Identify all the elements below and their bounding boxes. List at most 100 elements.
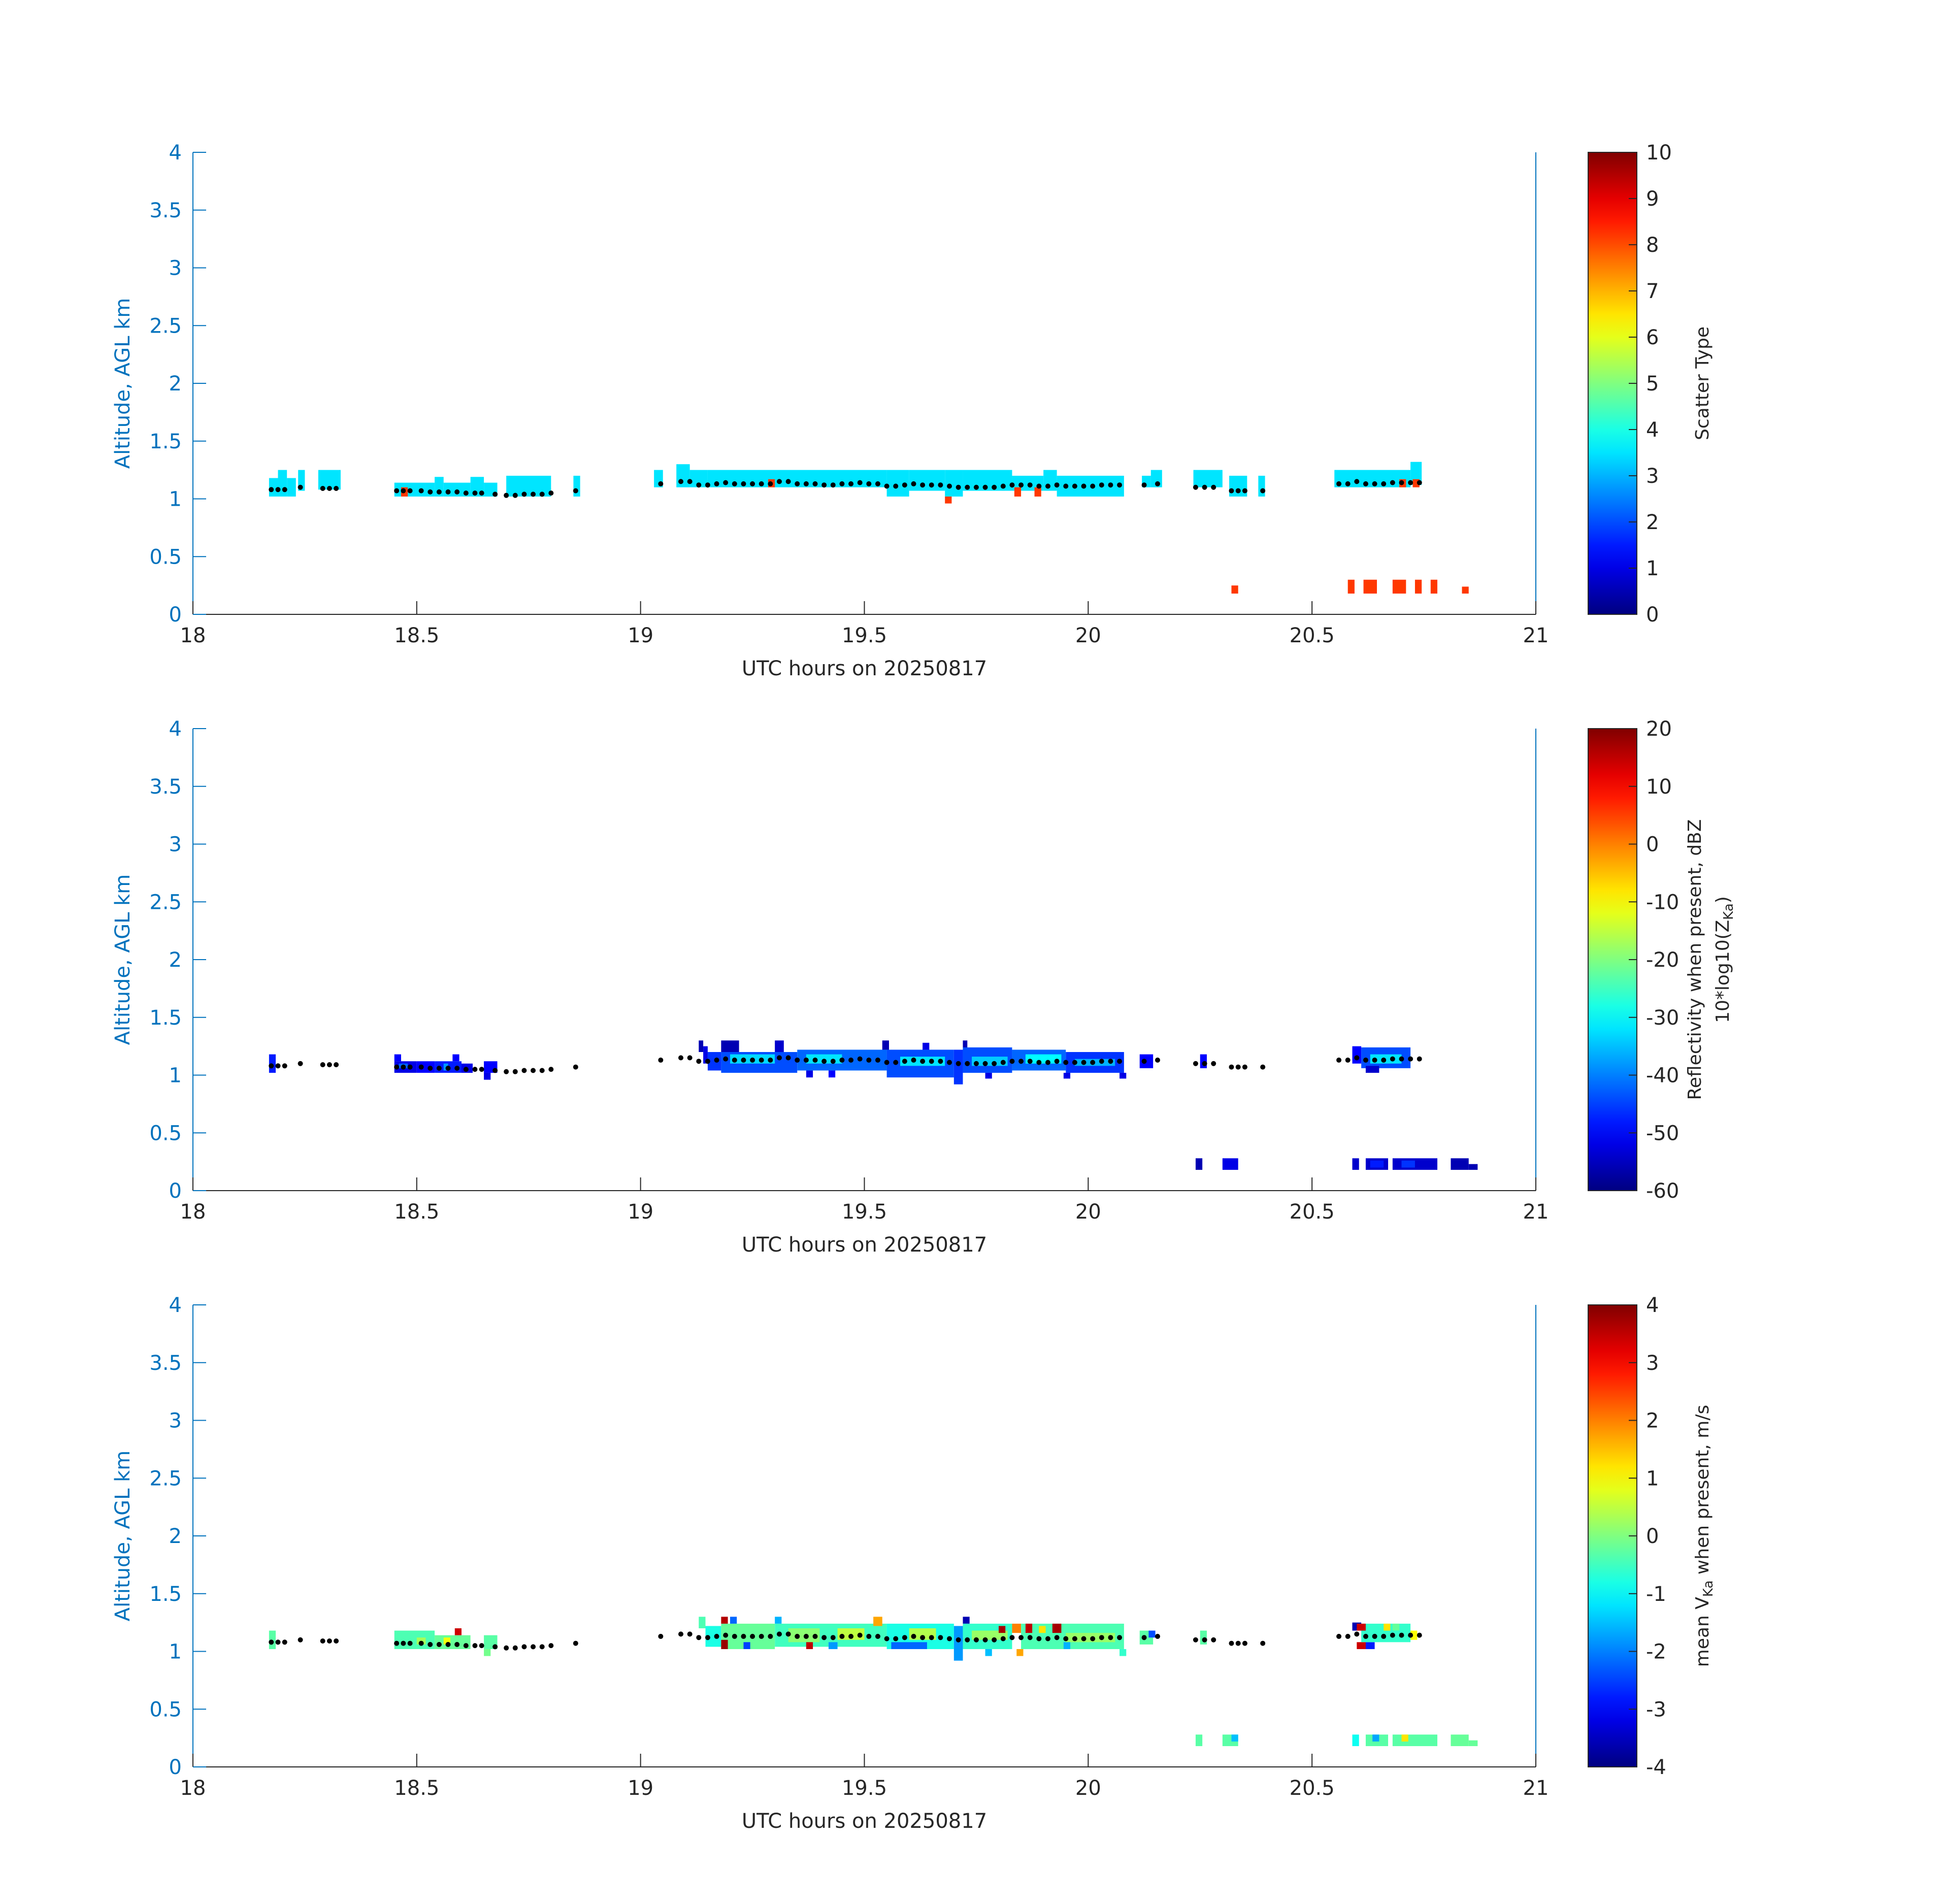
cloud-base-marker [1018,1059,1024,1064]
data-cell [1014,487,1022,497]
data-cell [953,1626,963,1661]
cloud-base-marker [965,1637,970,1643]
data-cell [1052,1623,1062,1633]
cloud-base-marker [1117,1059,1123,1064]
cloud-base-marker [973,484,979,490]
colorbar: -60 -50 -40 -30 -20 -10 0 10 20 [1588,717,1679,1203]
cloud-base-marker [1063,483,1069,489]
cloud-base-marker [1229,1064,1234,1070]
cloud-base-marker [320,1062,325,1068]
y-tick-label: 4 [169,717,182,741]
y-tick-label: 4 [169,141,182,165]
colorbar-tick-label: -3 [1646,1698,1666,1721]
cloud-base-marker [768,481,773,486]
colorbar-tick-label: -1 [1646,1583,1666,1606]
data-cell [1258,476,1265,497]
x-tick-label: 19.5 [842,1200,887,1224]
y-tick-label: 3 [169,833,182,857]
data-cell [1414,579,1422,594]
cloud-base-marker [436,1642,442,1647]
cloud-base-marker [658,481,664,486]
cloud-base-marker [723,1632,729,1638]
cloud-base-marker [1054,482,1060,488]
cloud-base-marker [992,484,997,490]
cloud-base-marker [454,1065,460,1071]
cloud-base-marker [678,1631,684,1637]
cloud-base-marker [1354,479,1360,484]
data-cell [1352,1046,1362,1064]
y-tick-label: 2 [169,372,182,396]
cloud-base-marker [418,488,424,494]
cloud-base-marker [1027,1635,1033,1640]
cloud-base-marker [821,1635,827,1640]
cloud-base-marker [1363,1057,1368,1063]
cloud-base-marker [326,1062,332,1068]
cloud-base-markers [269,1631,1422,1651]
x-tick-label: 20 [1075,1200,1101,1224]
cloud-base-marker [750,1057,755,1063]
cloud-base-marker [539,491,545,497]
cloud-base-marker [687,1631,693,1637]
cloud-base-marker [504,1645,509,1651]
cloud-base-marker [839,481,845,486]
cloud-base-marker [759,1633,764,1639]
cloud-base-marker [1072,1636,1077,1642]
y-tick-label: 0.5 [149,1122,182,1145]
data-cell [1200,1630,1207,1645]
colorbar-tick-label: 0 [1646,603,1659,627]
cloud-base-marker [1229,488,1234,494]
cloud-base-marker [750,1633,755,1639]
y-axis-label: Altitude, AGL km [111,1451,135,1622]
cloud-base-marker [911,1057,916,1063]
cloud-base-marker [298,1061,303,1066]
cloud-base-marker [1399,480,1404,485]
cloud-base-marker [445,1642,451,1647]
data-cell [1043,470,1057,491]
data-cell [999,1626,1006,1633]
data-cell [1370,1160,1384,1168]
data-cell [1357,1623,1366,1631]
colorbar-tick-label: 7 [1646,280,1659,303]
cloud-base-marker [1202,1637,1207,1643]
cloud-base-marker [454,1642,460,1647]
colorbar-tick-label: -10 [1646,891,1679,914]
cloud-base-marker [658,1057,664,1063]
cloud-base-marker [1000,1060,1006,1065]
cloud-base-marker [884,1636,890,1642]
data-cell [1462,586,1469,594]
cloud-base-marker [830,482,836,488]
cloud-base-marker [947,483,952,489]
cloud-base-marker [1108,482,1113,488]
colorbar-tick-label: -30 [1646,1006,1679,1030]
cloud-base-marker [436,489,442,495]
cloud-base-marker [531,1644,536,1650]
cloud-base-marker [1108,1635,1113,1640]
cloud-base-marker [401,488,406,494]
cloud-base-marker [492,1644,498,1650]
cloud-base-marker [678,479,684,484]
cloud-base-marker [445,1065,451,1071]
data-cell [1372,1734,1379,1742]
cloud-base-marker [965,484,970,490]
colorbar-tick-label: -60 [1646,1179,1679,1203]
cloud-base-marker [548,1067,554,1072]
cloud-base-marker [1090,1060,1096,1065]
cloud-base-marker [326,486,332,491]
data-cell [1195,1158,1203,1170]
cloud-base-markers [269,479,1422,498]
cloud-base-marker [1260,1064,1266,1070]
cloud-base-marker [1381,1633,1387,1639]
cloud-base-marker [401,1064,406,1070]
colorbar-tick-label: -4 [1646,1756,1666,1779]
cloud-base-marker [1117,1635,1123,1640]
data-cell [1468,1740,1478,1747]
cloud-base-marker [1399,1056,1404,1062]
cloud-base-marker [282,1639,287,1645]
data-cell [1352,1158,1359,1170]
data-cell [1039,1626,1046,1633]
colorbar-label: Reflectivity when present, dBZ [1685,819,1705,1100]
cloud-base-marker [334,1062,339,1068]
cloud-base-marker [1211,1061,1216,1066]
data-cell [882,1040,889,1050]
